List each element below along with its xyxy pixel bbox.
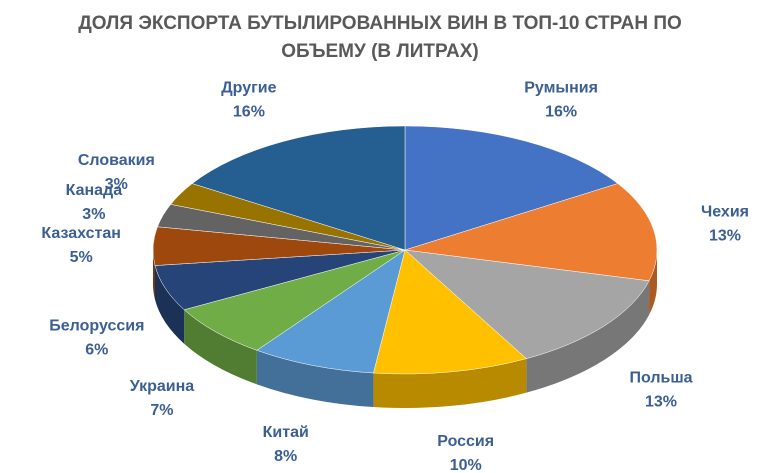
category-label: Россия <box>437 433 494 450</box>
slice <box>404 249 650 359</box>
slice <box>256 249 406 374</box>
slice-side <box>526 280 650 393</box>
category-label: Словакия <box>78 152 155 169</box>
value-label: 8% <box>274 448 297 465</box>
category-label: Китай <box>263 424 309 441</box>
value-label: 6% <box>85 341 108 358</box>
value-label: 16% <box>233 103 265 120</box>
category-label: Чехия <box>701 203 749 220</box>
category-label: Другие <box>221 79 276 96</box>
slice-side <box>256 350 374 408</box>
value-label: 5% <box>70 249 93 266</box>
category-label: Белоруссия <box>49 317 144 334</box>
slice <box>183 249 406 351</box>
value-label: 16% <box>545 103 577 120</box>
category-label: Канада <box>66 182 123 199</box>
value-label: 13% <box>709 227 741 244</box>
value-label: 7% <box>150 402 173 419</box>
value-label: 10% <box>450 457 482 473</box>
chart-title: ДОЛЯ ЭКСПОРТА БУТЫЛИРОВАННЫХ ВИН В ТОП-1… <box>78 13 682 62</box>
category-label: Польша <box>629 370 692 387</box>
slice-side <box>153 250 155 300</box>
slice <box>404 125 619 251</box>
slice-side <box>184 309 257 385</box>
value-label: 3% <box>82 206 105 223</box>
slice <box>373 249 527 375</box>
slice-side <box>373 358 527 408</box>
value-label: 13% <box>645 394 677 411</box>
slice <box>404 183 658 282</box>
slice <box>191 125 406 251</box>
category-label: Румыния <box>524 79 598 96</box>
category-label: Украина <box>130 378 195 395</box>
value-label: 3% <box>105 176 128 193</box>
category-label: Казахстан <box>41 225 121 242</box>
slice-side <box>154 265 185 344</box>
